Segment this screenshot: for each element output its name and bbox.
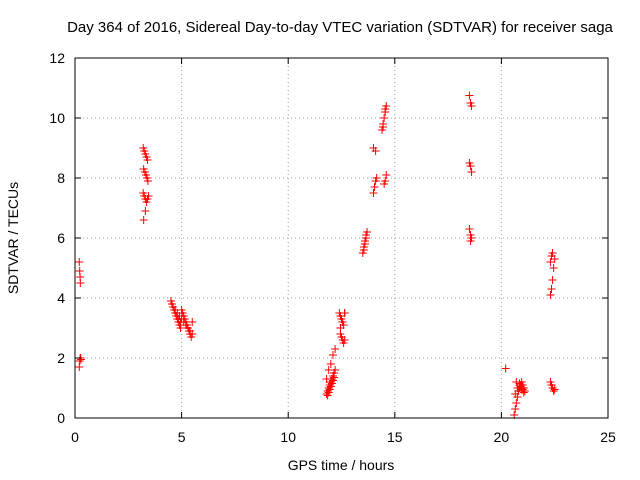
data-point — [76, 279, 85, 287]
data-point — [372, 174, 381, 182]
data-point — [467, 102, 476, 110]
y-tick-label: 10 — [49, 110, 65, 126]
y-tick-label: 4 — [57, 290, 65, 306]
data-point — [326, 360, 335, 368]
x-tick-label: 10 — [280, 429, 296, 445]
data-point — [370, 183, 379, 191]
data-point — [546, 291, 555, 299]
data-point — [520, 387, 529, 395]
data-point — [511, 390, 520, 398]
data-point — [371, 147, 380, 155]
data-point — [381, 177, 390, 185]
data-point — [324, 366, 333, 374]
x-tick-label: 25 — [600, 429, 616, 445]
y-axis-label: SDTVAR / TECUs — [5, 182, 21, 294]
data-point — [548, 276, 557, 284]
chart-title: Day 364 of 2016, Sidereal Day-to-day VTE… — [67, 19, 613, 36]
data-point — [465, 91, 474, 100]
data-point — [466, 162, 475, 170]
data-point — [548, 249, 557, 257]
y-tick-label: 6 — [57, 230, 65, 246]
data-point — [550, 385, 559, 394]
data-point — [144, 192, 153, 200]
data-point — [338, 318, 347, 326]
data-point — [139, 216, 148, 224]
data-point — [511, 405, 520, 413]
data-point — [331, 345, 340, 353]
x-tick-label: 0 — [71, 429, 79, 445]
y-tick-labels: 0 2 4 6 8 10 12 — [49, 50, 65, 426]
data-point — [518, 385, 527, 394]
data-point — [76, 355, 85, 364]
data-point — [467, 168, 476, 176]
data-point — [363, 228, 372, 236]
x-tick-label: 15 — [387, 429, 403, 445]
data-point — [188, 318, 197, 326]
data-point — [549, 387, 558, 395]
data-point — [330, 373, 339, 382]
x-tick-label: 5 — [178, 429, 186, 445]
data-point — [360, 240, 369, 248]
data-point — [381, 105, 390, 113]
data-point — [75, 258, 84, 266]
data-point — [501, 364, 510, 373]
data-point — [328, 351, 337, 359]
data-point — [143, 177, 152, 185]
data-point — [546, 258, 555, 266]
y-tick-label: 12 — [49, 50, 65, 66]
data-point — [549, 264, 558, 272]
data-point — [513, 384, 522, 392]
data-point — [379, 123, 388, 131]
data-point — [143, 156, 152, 164]
data-point — [382, 171, 391, 179]
data-point — [340, 309, 349, 317]
y-tick-label: 0 — [57, 410, 65, 426]
grid-lines — [75, 58, 608, 418]
data-point — [380, 114, 389, 122]
data-point — [359, 246, 368, 254]
y-tick-label: 8 — [57, 170, 65, 186]
data-point — [362, 234, 371, 242]
data-point — [141, 207, 150, 215]
x-axis-label: GPS time / hours — [288, 457, 395, 473]
data-point — [322, 375, 331, 383]
data-point — [466, 237, 475, 245]
y-tick-label: 2 — [57, 350, 65, 366]
data-point — [369, 189, 378, 197]
data-point — [512, 399, 521, 407]
axis-ticks — [74, 57, 609, 419]
data-point — [547, 285, 556, 293]
data-point — [465, 225, 474, 233]
data-point — [512, 378, 521, 386]
data-point — [340, 336, 349, 344]
x-tick-label: 20 — [494, 429, 510, 445]
data-point — [336, 324, 345, 332]
data-point — [176, 318, 185, 326]
x-tick-labels: 0 5 10 15 20 25 — [71, 429, 616, 445]
data-point — [188, 330, 197, 338]
